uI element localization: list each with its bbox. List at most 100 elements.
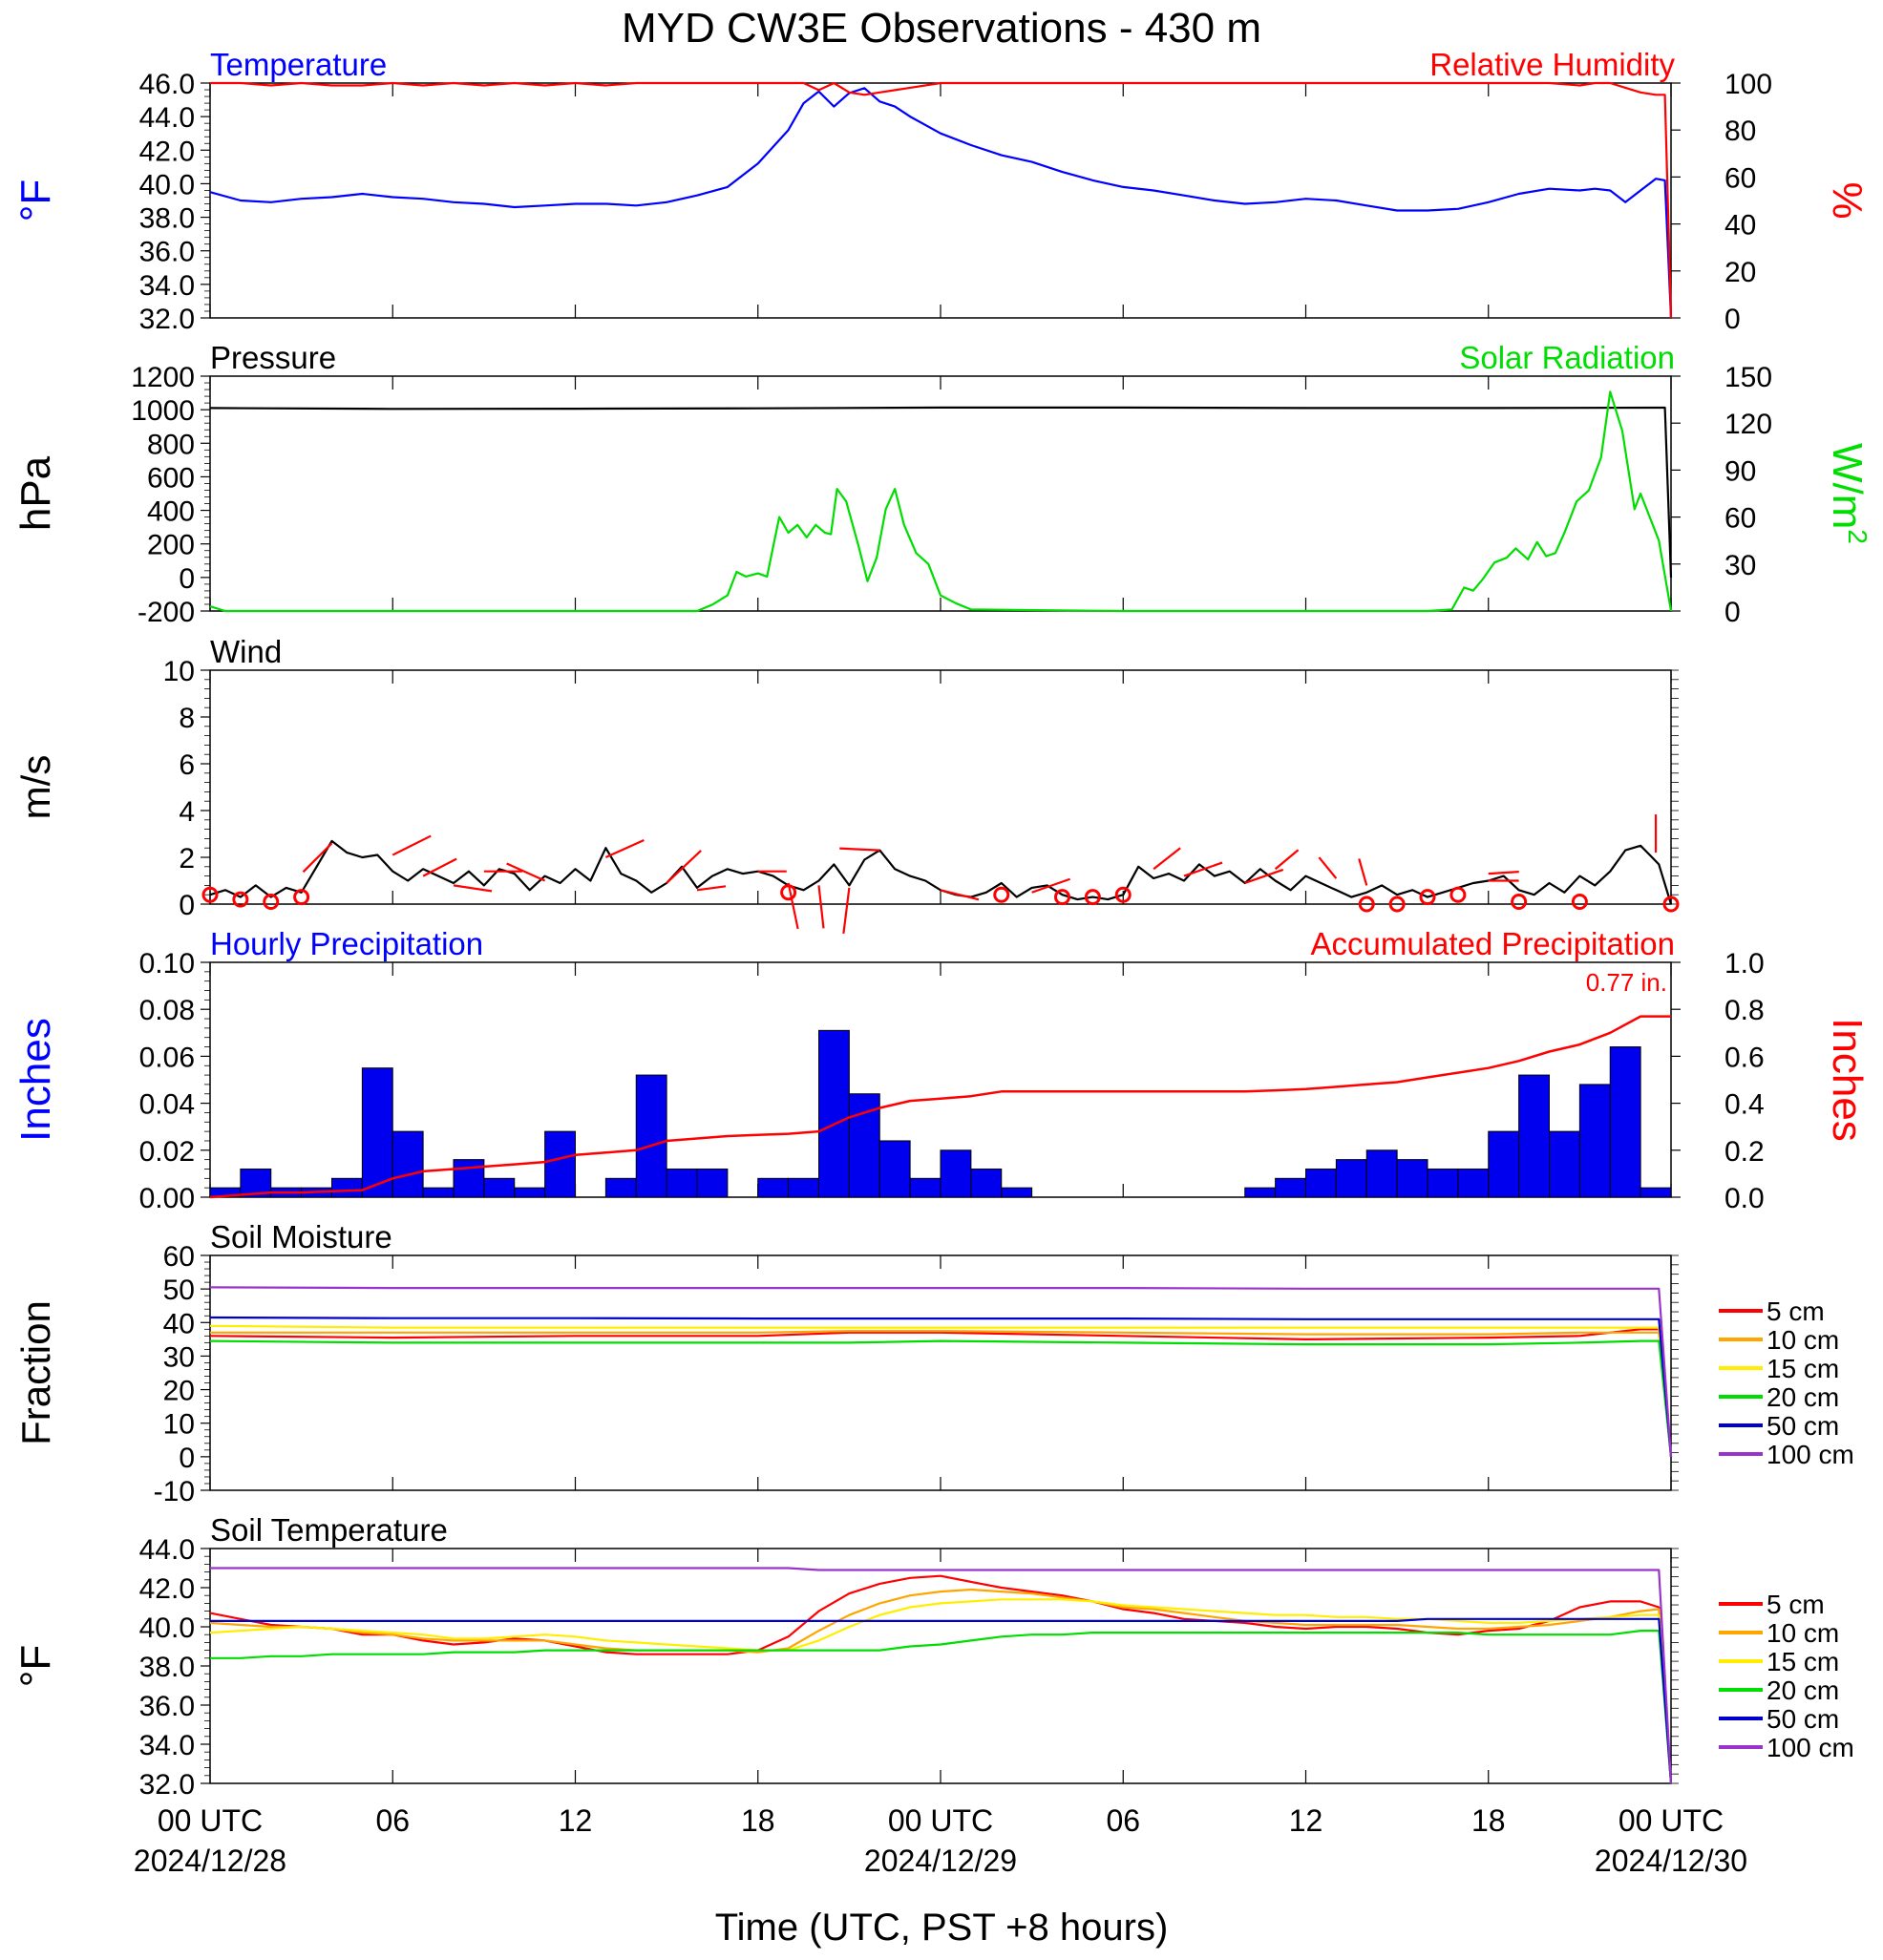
y-tick-label: 0.00: [139, 1183, 195, 1214]
y-axis-label-left: hPa: [12, 455, 59, 531]
precip-bar: [331, 1177, 363, 1198]
precip-bar: [544, 1130, 576, 1198]
wind-barb: [1274, 849, 1300, 871]
panel-title-right: Relative Humidity: [1429, 47, 1675, 82]
precip-bar: [1244, 1187, 1277, 1198]
accumulated-precip-line: [209, 1015, 1671, 1199]
wind-barb: [1031, 877, 1070, 894]
legend-label: 10 cm: [1767, 1618, 1839, 1648]
y-axis-label-left: Inches: [12, 1018, 59, 1142]
legend-label: 15 cm: [1767, 1647, 1839, 1676]
time-tick-label: 00 UTC: [1619, 1803, 1724, 1838]
legend-label: 50 cm: [1767, 1411, 1839, 1441]
precip-bar: [1427, 1168, 1459, 1198]
y-axis-label-right-base: W/m: [1824, 443, 1871, 529]
wind-barb: [1318, 856, 1338, 879]
y-right-tick-label: 150: [1724, 362, 1772, 393]
y-tick-label: 36.0: [139, 237, 195, 268]
legend-label: 5 cm: [1767, 1590, 1825, 1619]
precip-bar: [1549, 1130, 1580, 1198]
y-right-tick-label: 90: [1724, 455, 1756, 487]
y-tick-label: 50: [163, 1275, 195, 1306]
chart-title: MYD CW3E Observations - 430 m: [622, 5, 1261, 52]
precip-bar: [1365, 1149, 1398, 1198]
series-line: [209, 406, 1673, 578]
y-right-tick-label: 20: [1724, 257, 1756, 288]
wind-barb: [302, 842, 333, 874]
panel-title-right: Accumulated Precipitation: [1310, 926, 1675, 961]
calm-marker: [1449, 886, 1467, 903]
y-tick-label: 2: [179, 843, 195, 875]
time-tick-label: 12: [559, 1803, 593, 1838]
y-tick-label: 200: [147, 530, 195, 561]
precip-bar: [1457, 1168, 1490, 1198]
wind-barb: [422, 857, 457, 877]
panel-wind: 0 2 4 6 8 10 Wind m/s: [13, 634, 1680, 934]
calm-marker: [201, 886, 219, 903]
calm-marker: [1388, 896, 1406, 913]
y-right-tick-label: 40: [1724, 210, 1756, 242]
calm-marker: [1084, 889, 1101, 906]
series-line: [209, 1328, 1673, 1458]
panel-precipitation: 0.00 0.02 0.04 0.06 0.08 0.10 0.0 0.2 0.4 0.6 0.8 1…: [12, 926, 1871, 1214]
calm-marker: [263, 894, 280, 911]
calm-marker: [1054, 889, 1070, 906]
y-tick-label: 10: [163, 1409, 195, 1441]
panel-title-left: Soil Temperature: [210, 1512, 448, 1548]
panels-group: 32.034.036.038.040.042.044.046.002040608…: [12, 47, 1872, 1878]
precip-bar: [1609, 1046, 1641, 1198]
wind-barb: [453, 884, 493, 893]
precip-bar: [909, 1177, 942, 1198]
calm-marker: [1511, 894, 1528, 911]
precip-bar: [635, 1074, 667, 1198]
time-tick-label: 18: [741, 1803, 775, 1838]
y-tick-label: 46.0: [139, 69, 195, 100]
accum-annotation: 0.77 in.: [1586, 968, 1667, 997]
wind-barb: [506, 862, 546, 882]
y-tick-label: 0: [179, 890, 195, 921]
precip-bar: [1335, 1159, 1367, 1198]
wind-barb: [940, 889, 980, 901]
y-tick-label: 38.0: [139, 203, 195, 235]
y-axis-label-right: Inches: [1824, 1018, 1871, 1142]
time-tick-date: 2024/12/28: [134, 1844, 286, 1878]
wind-barb: [604, 838, 645, 859]
wind-barb: [1153, 847, 1181, 871]
calm-marker: [1419, 889, 1436, 906]
y-tick-label: 44.0: [139, 1534, 195, 1566]
y-right-tick-label: 80: [1724, 116, 1756, 147]
wind-barb: [1358, 858, 1368, 886]
precip-bar: [361, 1067, 393, 1198]
panel-pressure-solar: -2000200400600800100012000306090120150Pr…: [12, 340, 1872, 628]
series-line: [209, 1286, 1673, 1457]
y-right-tick-label: 0.2: [1724, 1136, 1765, 1168]
precip-bar: [453, 1159, 485, 1198]
time-tick-label: 18: [1471, 1803, 1506, 1838]
y-tick-label: 0.04: [139, 1089, 195, 1121]
legend-label: 100 cm: [1767, 1733, 1854, 1762]
precip-bar: [848, 1093, 880, 1198]
y-axis-label-right-superscript: 2: [1843, 529, 1872, 544]
panel-soil-temperature: 32.0 34.0 36.0 38.0 40.0 42.0 44.0 Soil Tempera…: [12, 1512, 1854, 1801]
precip-bar: [1275, 1177, 1306, 1198]
wind-barb: [839, 847, 880, 852]
y-right-tick-label: 0: [1724, 304, 1741, 335]
y-tick-label: 40: [163, 1308, 195, 1339]
y-tick-label: 10: [163, 656, 195, 687]
y-tick-label: 8: [179, 703, 195, 734]
calm-marker: [1662, 896, 1680, 913]
legend-label: 10 cm: [1767, 1325, 1839, 1355]
calm-marker: [232, 891, 249, 908]
series-line: [209, 1574, 1673, 1784]
precip-bar: [1640, 1187, 1672, 1198]
series-line: [209, 1598, 1673, 1784]
y-axis-label-left: m/s: [13, 755, 58, 820]
wind-barb: [696, 885, 727, 892]
panel-title-left: Pressure: [210, 340, 336, 375]
precip-bar: [1518, 1074, 1550, 1198]
y-tick-label: 0: [179, 563, 195, 595]
wind-barb: [1183, 861, 1223, 877]
precip-bar: [788, 1177, 819, 1198]
y-tick-label: 0.10: [139, 948, 195, 980]
